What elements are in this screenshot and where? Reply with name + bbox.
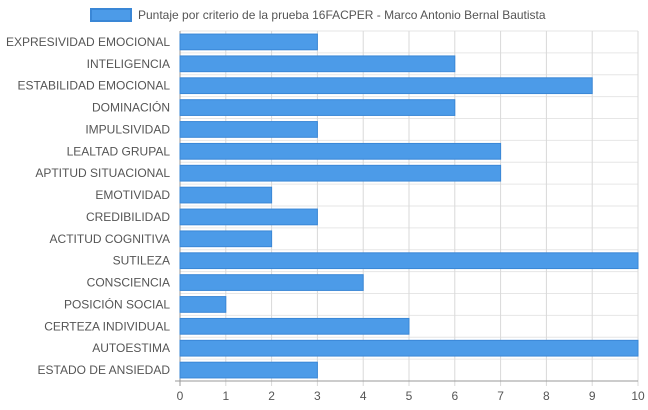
x-tick-label: 7: [497, 389, 504, 403]
category-label: DOMINACIÓN: [92, 100, 170, 115]
category-label: EXPRESIVIDAD EMOCIONAL: [6, 35, 170, 49]
category-label: SUTILEZA: [113, 254, 170, 268]
category-label: ACTITUD COGNITIVA: [50, 232, 170, 246]
legend-label: Puntaje por criterio de la prueba 16FACP…: [138, 8, 546, 22]
bar[interactable]: [179, 252, 639, 270]
bar[interactable]: [179, 317, 410, 335]
category-label: ESTABILIDAD EMOCIONAL: [18, 79, 171, 93]
x-tick-label: 4: [360, 389, 367, 403]
category-label: AUTOESTIMA: [92, 341, 170, 355]
bar[interactable]: [179, 164, 502, 182]
category-label: CREDIBILIDAD: [86, 210, 170, 224]
x-tick-label: 8: [543, 389, 550, 403]
category-label: LEALTAD GRUPAL: [67, 144, 171, 158]
bars: [179, 33, 639, 379]
bar[interactable]: [179, 274, 364, 291]
x-tick-label: 10: [631, 389, 645, 403]
x-tick-label: 0: [177, 389, 184, 403]
bar[interactable]: [179, 99, 456, 116]
bar[interactable]: [179, 361, 318, 379]
category-label: CONSCIENCIA: [87, 276, 170, 290]
category-label: APTITUD SITUACIONAL: [35, 166, 170, 180]
bar[interactable]: [179, 296, 227, 313]
legend-swatch: [90, 8, 132, 22]
x-tick-label: 9: [589, 389, 596, 403]
bar[interactable]: [179, 55, 456, 73]
legend[interactable]: Puntaje por criterio de la prueba 16FACP…: [90, 8, 546, 22]
bar[interactable]: [179, 208, 318, 226]
category-label: CERTEZA INDIVIDUAL: [44, 319, 170, 333]
category-label: IMPULSIVIDAD: [85, 122, 170, 136]
x-tick-label: 5: [406, 389, 413, 403]
x-tick-label: 2: [268, 389, 275, 403]
category-label: INTELIGENCIA: [87, 57, 170, 71]
category-label: POSICIÓN SOCIAL: [64, 296, 170, 311]
category-label: EMOTIVIDAD: [95, 188, 170, 202]
x-tick-label: 1: [222, 389, 229, 403]
x-axis-ticks: 0 1 2 3 4 5 6 7 8 9 10: [177, 389, 645, 403]
x-tick-label: 3: [314, 389, 321, 403]
bar[interactable]: [179, 186, 273, 204]
x-tick-label: 6: [451, 389, 458, 403]
bar[interactable]: [179, 142, 502, 160]
bar[interactable]: [179, 33, 318, 51]
bar[interactable]: [179, 77, 593, 95]
bar[interactable]: [179, 339, 639, 357]
category-labels: EXPRESIVIDAD EMOCIONAL INTELIGENCIA ESTABI…: [6, 35, 170, 377]
bar[interactable]: [179, 230, 273, 248]
category-label: ESTADO DE ANSIEDAD: [38, 363, 171, 377]
bar[interactable]: [179, 121, 318, 138]
